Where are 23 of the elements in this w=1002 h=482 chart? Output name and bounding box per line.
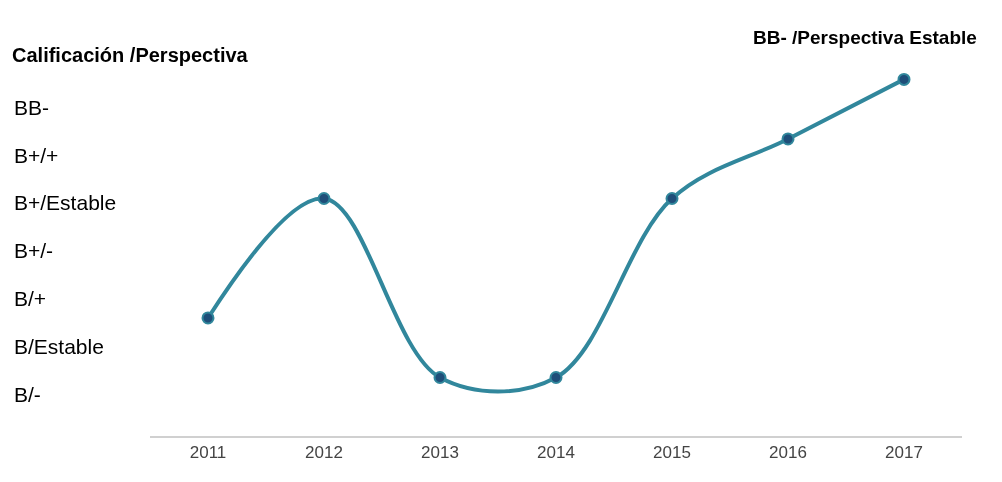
text: B+/Estable bbox=[14, 191, 117, 214]
x-tick-label: 2013 bbox=[421, 443, 459, 463]
x-tick-label: 2016 bbox=[769, 443, 807, 463]
point bbox=[897, 72, 911, 86]
x-tick-label: 2011 bbox=[189, 443, 227, 463]
point bbox=[549, 371, 563, 385]
chart-title: Calificación /Perspectiva bbox=[12, 44, 249, 67]
text: B+/+ bbox=[14, 144, 59, 167]
point bbox=[665, 192, 679, 205]
x-tick-label: 2012 bbox=[305, 443, 343, 463]
text: B/Estable bbox=[14, 335, 104, 358]
point bbox=[781, 132, 795, 146]
x-tick-label: 2015 bbox=[653, 443, 691, 463]
point bbox=[201, 311, 215, 325]
text: BB- bbox=[14, 96, 50, 119]
point bbox=[317, 192, 331, 205]
x-tick-label: 2017 bbox=[885, 443, 923, 463]
text: B+/- bbox=[14, 239, 54, 262]
point bbox=[433, 371, 447, 385]
text: B/+ bbox=[14, 287, 47, 310]
text: B/- bbox=[14, 383, 41, 406]
x-tick-label: 2014 bbox=[537, 443, 575, 463]
annotation: BB- /Perspectiva Estable bbox=[753, 27, 977, 48]
